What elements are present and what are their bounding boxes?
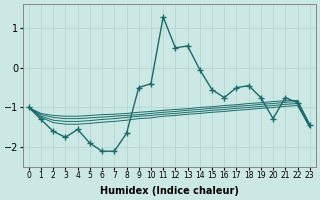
X-axis label: Humidex (Indice chaleur): Humidex (Indice chaleur)	[100, 186, 239, 196]
